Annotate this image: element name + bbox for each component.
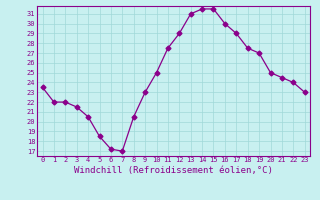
X-axis label: Windchill (Refroidissement éolien,°C): Windchill (Refroidissement éolien,°C) bbox=[74, 166, 273, 175]
